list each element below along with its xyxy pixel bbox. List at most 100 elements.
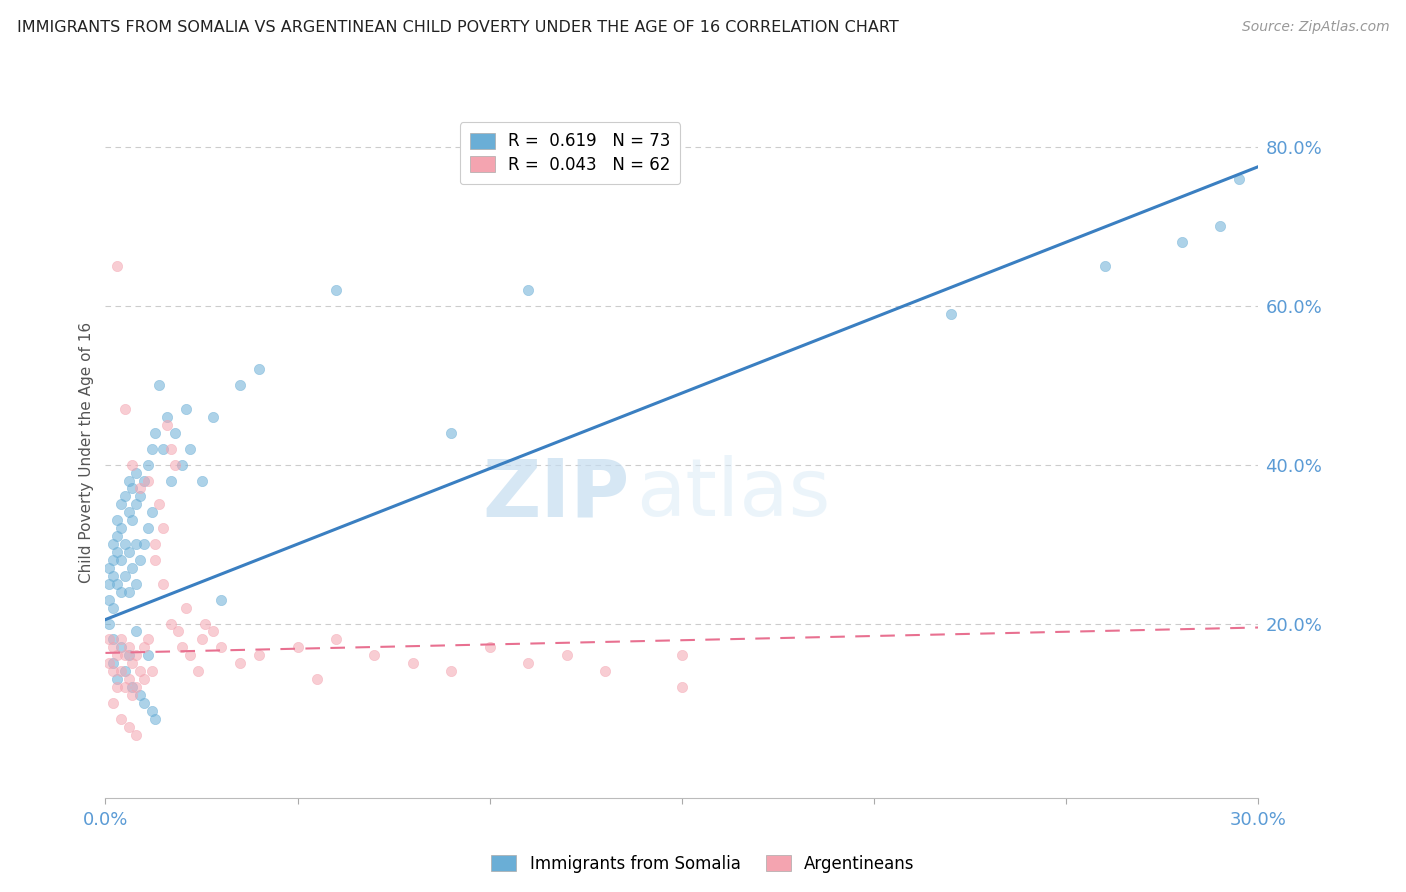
Point bbox=[1209, 219, 1232, 234]
Point bbox=[101, 600, 124, 615]
Point bbox=[132, 474, 155, 488]
Point bbox=[132, 640, 155, 655]
Point bbox=[98, 616, 121, 631]
Point bbox=[125, 466, 148, 480]
Point bbox=[101, 553, 124, 567]
Point bbox=[363, 648, 385, 663]
Point bbox=[105, 680, 128, 694]
Text: ZIP: ZIP bbox=[482, 455, 630, 533]
Text: IMMIGRANTS FROM SOMALIA VS ARGENTINEAN CHILD POVERTY UNDER THE AGE OF 16 CORRELA: IMMIGRANTS FROM SOMALIA VS ARGENTINEAN C… bbox=[17, 20, 898, 35]
Point bbox=[325, 283, 347, 297]
Point bbox=[125, 728, 148, 742]
Point bbox=[209, 592, 232, 607]
Point bbox=[148, 378, 170, 392]
Point bbox=[121, 561, 143, 575]
Point bbox=[593, 664, 616, 678]
Point bbox=[98, 632, 121, 647]
Point bbox=[141, 704, 163, 718]
Point bbox=[117, 505, 139, 519]
Point bbox=[287, 640, 309, 655]
Point bbox=[174, 402, 197, 417]
Point bbox=[114, 569, 136, 583]
Point bbox=[129, 664, 152, 678]
Point bbox=[671, 680, 693, 694]
Point bbox=[125, 497, 148, 511]
Point bbox=[136, 648, 159, 663]
Point bbox=[121, 680, 143, 694]
Text: atlas: atlas bbox=[636, 455, 830, 533]
Point bbox=[101, 537, 124, 551]
Point bbox=[156, 417, 179, 432]
Point bbox=[98, 592, 121, 607]
Point bbox=[202, 624, 225, 639]
Point bbox=[440, 425, 463, 440]
Point bbox=[163, 425, 186, 440]
Point bbox=[1227, 171, 1250, 186]
Text: Source: ZipAtlas.com: Source: ZipAtlas.com bbox=[1241, 20, 1389, 34]
Point bbox=[105, 259, 128, 273]
Point bbox=[121, 482, 143, 496]
Point bbox=[305, 672, 328, 686]
Point bbox=[105, 545, 128, 559]
Y-axis label: Child Poverty Under the Age of 16: Child Poverty Under the Age of 16 bbox=[79, 322, 94, 583]
Point bbox=[145, 425, 167, 440]
Point bbox=[117, 584, 139, 599]
Point bbox=[105, 648, 128, 663]
Point bbox=[247, 362, 270, 376]
Point bbox=[159, 442, 181, 456]
Point bbox=[132, 672, 155, 686]
Point bbox=[229, 657, 252, 671]
Point bbox=[129, 489, 152, 503]
Point bbox=[152, 576, 174, 591]
Point bbox=[110, 553, 132, 567]
Point bbox=[98, 561, 121, 575]
Point bbox=[110, 664, 132, 678]
Point bbox=[939, 307, 962, 321]
Point bbox=[117, 720, 139, 734]
Point bbox=[125, 576, 148, 591]
Point bbox=[141, 664, 163, 678]
Point bbox=[98, 576, 121, 591]
Point bbox=[174, 600, 197, 615]
Point bbox=[132, 537, 155, 551]
Point bbox=[121, 657, 143, 671]
Point bbox=[402, 657, 425, 671]
Point bbox=[1094, 259, 1116, 273]
Point bbox=[101, 632, 124, 647]
Point bbox=[136, 458, 159, 472]
Point bbox=[517, 283, 540, 297]
Point bbox=[190, 474, 212, 488]
Point bbox=[132, 696, 155, 710]
Point bbox=[110, 640, 132, 655]
Point bbox=[114, 489, 136, 503]
Point bbox=[125, 537, 148, 551]
Point bbox=[145, 537, 167, 551]
Point bbox=[101, 657, 124, 671]
Point bbox=[121, 458, 143, 472]
Point bbox=[167, 624, 190, 639]
Point bbox=[114, 664, 136, 678]
Point bbox=[1170, 235, 1192, 249]
Point bbox=[478, 640, 501, 655]
Legend: Immigrants from Somalia, Argentineans: Immigrants from Somalia, Argentineans bbox=[485, 848, 921, 880]
Point bbox=[110, 632, 132, 647]
Point bbox=[194, 616, 217, 631]
Point bbox=[152, 521, 174, 535]
Point bbox=[114, 537, 136, 551]
Point bbox=[159, 474, 181, 488]
Point bbox=[202, 409, 225, 424]
Point bbox=[247, 648, 270, 663]
Point bbox=[117, 474, 139, 488]
Point bbox=[105, 529, 128, 543]
Point bbox=[101, 569, 124, 583]
Point bbox=[129, 688, 152, 702]
Point bbox=[187, 664, 209, 678]
Point bbox=[671, 648, 693, 663]
Point bbox=[125, 624, 148, 639]
Point bbox=[110, 521, 132, 535]
Point bbox=[117, 648, 139, 663]
Point bbox=[125, 680, 148, 694]
Point bbox=[105, 576, 128, 591]
Point bbox=[141, 505, 163, 519]
Point bbox=[159, 616, 181, 631]
